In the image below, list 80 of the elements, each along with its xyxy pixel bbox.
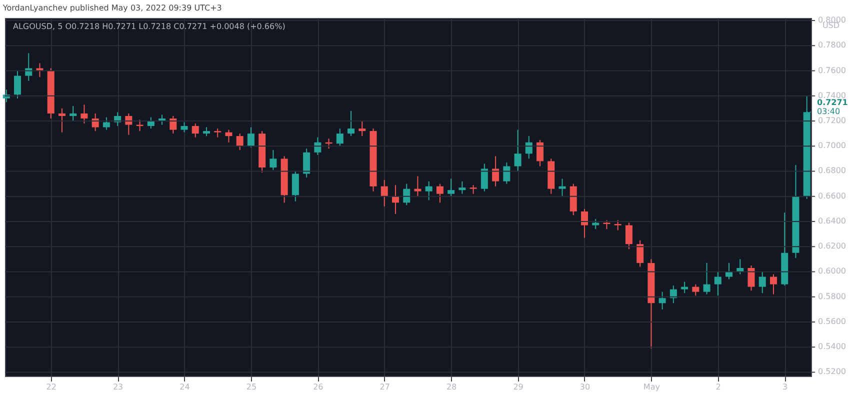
x-tick-label: 29	[513, 382, 524, 392]
x-tick-label: 25	[246, 382, 257, 392]
candlestick	[380, 180, 388, 207]
y-tick-label: 0.5200	[818, 367, 846, 376]
x-tick-label: 23	[112, 382, 124, 392]
candlestick	[558, 178, 566, 197]
candlestick	[503, 162, 510, 184]
candlestick	[125, 112, 132, 136]
x-tick-label: 2	[716, 382, 721, 392]
candlestick	[658, 291, 666, 310]
candlestick	[425, 180, 432, 201]
y-tick-label: 0.5600	[818, 316, 846, 326]
candlestick	[614, 220, 622, 231]
x-tick-label: 27	[380, 382, 390, 392]
candlestick	[25, 52, 32, 82]
candlestick	[480, 163, 488, 192]
candlestick	[536, 139, 544, 167]
y-tick-label: 0.7600	[818, 66, 846, 75]
y-tick-label: 0.6400	[818, 216, 846, 226]
candlestick	[448, 178, 455, 197]
candlestick	[180, 122, 188, 133]
candlestick	[414, 176, 422, 197]
y-tick-label: 0.7800	[818, 40, 846, 50]
candlestick	[492, 156, 500, 187]
candlestick	[636, 240, 644, 268]
candlestick	[514, 129, 522, 172]
y-tick-label: 0.7400	[818, 90, 846, 100]
candlestick	[692, 284, 700, 296]
x-tick-label: 26	[313, 382, 324, 392]
text: ALGOUSD, 5 O0.7218 H0.7271 L0.7218 C0.7271 +0.0048 (+0.66%)	[13, 22, 286, 31]
y-tick-label: 0.7000	[818, 141, 846, 150]
y-tick-label: 0.6200	[818, 242, 846, 251]
candlestick	[770, 274, 777, 295]
y-tick-label: 0.6800	[818, 166, 846, 176]
x-tick-label: 28	[446, 382, 457, 392]
chart-title: YordanLyanchev published May 03, 2022 09:39 UTC+3	[2, 4, 222, 13]
x-tick-label: 24	[180, 382, 190, 392]
candlestick	[758, 271, 766, 294]
y-axis-title: USD	[822, 21, 840, 30]
candlestick	[714, 271, 722, 296]
candlestick	[225, 129, 232, 143]
candlestick	[681, 281, 688, 294]
candlestick	[336, 128, 344, 147]
candlestick	[314, 136, 322, 156]
annotation: 0.7271	[817, 98, 848, 108]
y-tick-label: 0.5800	[818, 292, 846, 301]
candlestick	[236, 133, 244, 150]
text: 03:40	[817, 107, 840, 116]
candlestick	[748, 264, 755, 292]
y-tick-label: 0.5400	[818, 342, 846, 352]
candlestick	[726, 262, 733, 280]
candlestick	[36, 62, 44, 78]
candlestick	[170, 115, 177, 134]
candlestick	[436, 183, 444, 204]
candlestick	[348, 110, 355, 137]
candlestick	[592, 218, 600, 230]
candlestick	[270, 149, 277, 170]
x-tick-label: 30	[580, 382, 590, 392]
candlestick	[102, 116, 110, 130]
candlestick	[14, 70, 22, 99]
y-tick-label: 0.7200	[818, 116, 846, 126]
candlestick	[403, 183, 410, 206]
x-tick-label: 3	[782, 382, 788, 392]
x-tick-label: May	[643, 382, 660, 392]
candlestick	[292, 170, 299, 202]
candlestick	[580, 208, 588, 238]
candlestick	[458, 180, 466, 194]
candlestick	[192, 123, 199, 138]
candlestick	[92, 112, 99, 132]
candlestick	[80, 104, 88, 124]
candlestick	[247, 126, 254, 148]
candlestick	[625, 222, 632, 250]
candlestick	[703, 262, 710, 295]
candlestick	[70, 105, 77, 122]
candlestick	[358, 120, 366, 137]
x-tick-label: 22	[46, 382, 56, 392]
y-tick-label: 0.6600	[818, 191, 846, 200]
candlestick	[303, 148, 310, 178]
y-tick-label: 0.6000	[818, 266, 846, 276]
candlestick	[58, 108, 66, 133]
